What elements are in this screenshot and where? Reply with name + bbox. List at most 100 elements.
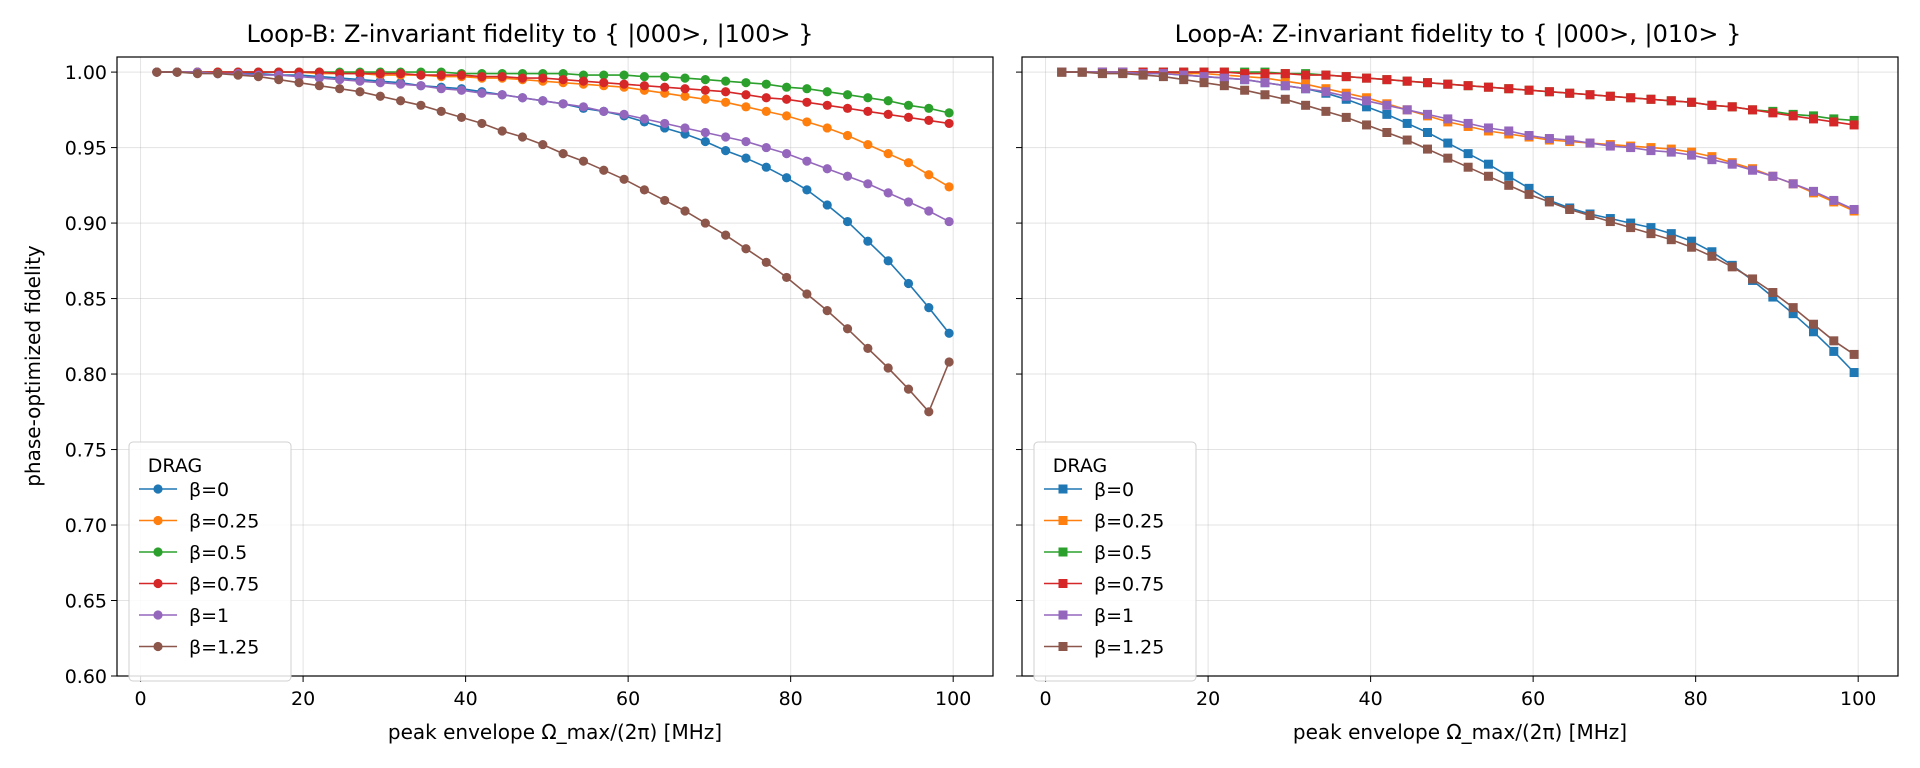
data-point (700, 85, 710, 95)
data-point (1483, 171, 1493, 181)
data-point (538, 73, 548, 83)
data-point (375, 69, 385, 79)
data-point (1077, 67, 1087, 77)
data-point (802, 185, 812, 195)
data-point (1301, 70, 1311, 80)
legend-item: β=1.25 (139, 637, 259, 659)
data-point (1849, 368, 1859, 378)
x-tick-label: 100 (1840, 688, 1876, 710)
data-point (578, 156, 589, 166)
data-point (660, 118, 670, 129)
data-point (1565, 88, 1575, 98)
data-point (680, 123, 690, 133)
legend-swatch-marker (1058, 610, 1068, 620)
legend-item: β=0 (139, 479, 229, 501)
x-tick-label: 40 (1359, 688, 1383, 710)
legend-title: DRAG (1053, 455, 1107, 477)
data-point (842, 171, 853, 181)
legend-item: β=0.25 (139, 511, 259, 533)
data-point (1280, 76, 1290, 86)
data-point (781, 82, 792, 92)
data-point (1301, 100, 1311, 110)
data-point (741, 244, 751, 254)
y-tick-label: 0.60 (65, 666, 107, 688)
y-axis-label: phase-optimized fidelity (21, 245, 45, 487)
legend-swatch-marker (1058, 547, 1068, 557)
data-point (680, 84, 690, 94)
x-tick-label: 40 (454, 688, 478, 710)
legend-label: β=1 (189, 605, 229, 627)
data-point (1707, 155, 1717, 165)
data-point (355, 87, 365, 97)
data-point (903, 278, 914, 289)
data-point (1240, 85, 1250, 95)
data-point (1666, 235, 1676, 245)
series-line (156, 71, 950, 223)
data-point (822, 306, 832, 316)
data-point (396, 79, 406, 89)
plot-frame (1021, 56, 1899, 677)
data-point (721, 230, 731, 240)
data-point (1382, 109, 1392, 119)
data-point (903, 158, 914, 168)
legend-item: β=0.5 (1044, 542, 1152, 564)
data-point (924, 206, 934, 216)
data-point (842, 130, 853, 141)
data-point (883, 109, 893, 119)
data-point (1707, 100, 1717, 110)
legend-swatch-marker (1058, 579, 1068, 588)
data-point (436, 106, 446, 116)
legend-frame (1033, 441, 1197, 682)
legend-label: β=0.25 (189, 511, 259, 533)
data-point (822, 164, 832, 174)
y-tick-label: 0.95 (65, 138, 107, 160)
series-line (156, 71, 950, 125)
data-point (802, 97, 812, 107)
data-point (1382, 75, 1392, 85)
data-point (1768, 288, 1778, 298)
data-point (1057, 67, 1067, 77)
data-point (497, 90, 507, 100)
data-point (1646, 223, 1656, 233)
data-point (639, 81, 649, 91)
data-point (1707, 247, 1717, 257)
data-point (639, 114, 649, 124)
x-tick-label: 80 (779, 688, 803, 710)
data-point (477, 72, 487, 82)
legend-swatch-marker (1058, 484, 1068, 494)
data-point (1829, 346, 1839, 356)
data-point (1829, 117, 1839, 127)
legend-item: β=0.75 (139, 574, 259, 596)
data-point (781, 94, 792, 104)
data-point (822, 200, 832, 210)
legend-item: β=0.25 (1044, 511, 1164, 533)
data-point (883, 188, 893, 198)
data-point (375, 91, 385, 101)
data-point (1422, 109, 1432, 119)
data-point (517, 93, 528, 103)
data-point (416, 81, 426, 91)
data-point (1483, 159, 1493, 169)
data-point (1422, 127, 1432, 137)
data-point (721, 87, 731, 97)
data-point (1687, 150, 1697, 160)
data-point (578, 102, 589, 112)
data-point (700, 218, 710, 228)
data-point (497, 126, 507, 136)
y-tick-label: 0.65 (65, 591, 107, 613)
legend-swatch-marker (153, 578, 163, 589)
legend-swatch-marker (153, 610, 163, 620)
y-tick-label: 0.80 (65, 364, 107, 386)
data-point (700, 127, 710, 138)
data-point (1158, 72, 1168, 82)
data-point (883, 256, 893, 266)
data-point (558, 99, 568, 109)
data-point (1727, 262, 1737, 272)
data-point (1504, 171, 1514, 181)
data-point (863, 139, 873, 150)
data-point (1605, 141, 1615, 151)
y-tick-label: 1.00 (65, 62, 107, 84)
data-point (741, 78, 751, 88)
